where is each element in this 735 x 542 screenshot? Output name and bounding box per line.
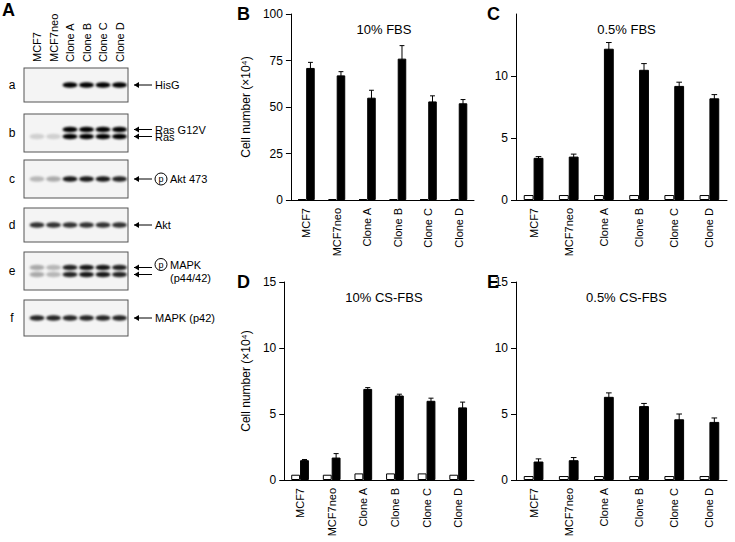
svg-text:MAPK: MAPK [170, 259, 202, 271]
svg-text:Clone A: Clone A [64, 23, 76, 62]
svg-text:E: E [487, 272, 499, 292]
svg-text:Akt: Akt [155, 219, 171, 231]
svg-text:Clone A: Clone A [357, 487, 369, 526]
svg-text:Clone B: Clone B [633, 488, 645, 527]
svg-text:15: 15 [263, 275, 277, 289]
svg-text:5: 5 [270, 407, 277, 421]
svg-text:5: 5 [501, 407, 508, 421]
svg-text:MCF7: MCF7 [528, 488, 540, 518]
svg-text:15: 15 [494, 275, 508, 289]
svg-text:a: a [9, 78, 16, 92]
svg-text:Clone A: Clone A [361, 207, 373, 246]
svg-text:Clone B: Clone B [633, 208, 645, 247]
svg-text:0: 0 [276, 193, 283, 207]
svg-text:MCF7: MCF7 [300, 208, 312, 238]
svg-text:MCF7neo: MCF7neo [331, 208, 343, 256]
svg-text:10: 10 [495, 341, 509, 355]
svg-text:Ras: Ras [155, 131, 175, 143]
svg-text:Clone D: Clone D [703, 208, 715, 248]
svg-text:Clone D: Clone D [703, 488, 715, 528]
svg-text:0: 0 [501, 473, 508, 487]
svg-text:5: 5 [501, 131, 508, 145]
svg-text:Clone A: Clone A [598, 207, 610, 246]
svg-text:e: e [9, 264, 16, 278]
svg-text:Clone C: Clone C [668, 488, 680, 528]
svg-text:Clone A: Clone A [598, 487, 610, 526]
svg-text:50: 50 [270, 100, 284, 114]
svg-text:10: 10 [495, 69, 509, 83]
svg-text:C: C [487, 4, 500, 24]
svg-text:d: d [9, 218, 16, 232]
svg-text:HisG: HisG [155, 79, 179, 91]
svg-text:Clone B: Clone B [392, 208, 404, 247]
svg-text:Clone B: Clone B [81, 23, 93, 62]
svg-text:f: f [10, 311, 14, 325]
svg-text:Cell number (×10⁴): Cell number (×10⁴) [239, 330, 253, 432]
svg-text:Clone C: Clone C [97, 22, 109, 62]
svg-text:0: 0 [501, 193, 508, 207]
svg-text:Cell number (×10⁴): Cell number (×10⁴) [239, 56, 253, 158]
svg-text:Clone C: Clone C [668, 208, 680, 248]
svg-text:Clone C: Clone C [422, 208, 434, 248]
svg-text:Clone D: Clone D [114, 22, 126, 62]
svg-text:MCF7neo: MCF7neo [326, 488, 338, 536]
svg-text:MCF7: MCF7 [294, 488, 306, 518]
svg-text:A: A [2, 0, 15, 20]
svg-text:Ras G12V: Ras G12V [155, 123, 206, 136]
svg-text:Clone D: Clone D [452, 488, 464, 528]
svg-text:c: c [9, 172, 15, 186]
svg-text:p: p [158, 260, 163, 270]
svg-text:25: 25 [270, 147, 284, 161]
svg-text:10% CS-FBS: 10% CS-FBS [345, 290, 423, 305]
svg-text:10% FBS: 10% FBS [357, 22, 412, 37]
svg-text:(p44/42): (p44/42) [170, 272, 211, 284]
svg-text:b: b [9, 126, 16, 140]
svg-text:MCF7neo: MCF7neo [563, 208, 575, 256]
svg-text:Clone B: Clone B [389, 488, 401, 527]
svg-text:0.5% CS-FBS: 0.5% CS-FBS [586, 290, 667, 305]
svg-text:MCF7neo: MCF7neo [563, 488, 575, 536]
svg-text:MCF7neo: MCF7neo [48, 14, 60, 62]
svg-text:Clone D: Clone D [453, 208, 465, 248]
svg-text:100: 100 [263, 7, 283, 21]
svg-text:0: 0 [270, 473, 277, 487]
svg-text:0.5% FBS: 0.5% FBS [597, 22, 656, 37]
svg-text:p: p [158, 174, 163, 184]
svg-text:Clone C: Clone C [421, 488, 433, 528]
svg-text:10: 10 [263, 341, 277, 355]
svg-text:MAPK (p42): MAPK (p42) [155, 312, 215, 324]
svg-text:D: D [237, 272, 250, 292]
svg-text:B: B [237, 4, 250, 24]
svg-text:Akt 473: Akt 473 [170, 173, 207, 185]
svg-text:MCF7: MCF7 [528, 208, 540, 238]
svg-text:75: 75 [270, 54, 284, 68]
svg-text:MCF7: MCF7 [31, 32, 43, 62]
